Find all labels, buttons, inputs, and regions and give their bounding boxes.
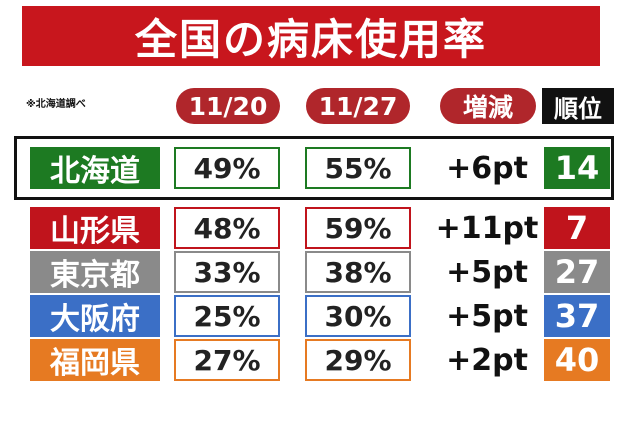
value-1120: 33% <box>174 251 280 293</box>
region: 福岡県 <box>30 339 160 381</box>
note: ※北海道調べ <box>26 98 86 110</box>
region: 大阪府 <box>30 295 160 337</box>
value-1127: 59% <box>305 207 411 249</box>
value-1127: 55% <box>305 147 411 189</box>
change: +6pt <box>446 150 528 186</box>
value-1127: 38% <box>305 251 411 293</box>
column-header: 増減 <box>440 88 536 124</box>
rank: 14 <box>544 147 610 189</box>
rank: 37 <box>544 295 610 337</box>
change: +11pt <box>435 210 539 246</box>
value-1120: 49% <box>174 147 280 189</box>
value-1120: 27% <box>174 339 280 381</box>
rank: 27 <box>544 251 610 293</box>
region: 東京都 <box>30 251 160 293</box>
change: +5pt <box>446 298 528 334</box>
region: 北海道 <box>30 147 160 189</box>
column-header: 11/20 <box>176 88 280 124</box>
rank: 40 <box>544 339 610 381</box>
column-header: 順位 <box>542 88 614 124</box>
change: +5pt <box>446 254 528 290</box>
value-1120: 25% <box>174 295 280 337</box>
title: 全国の病床使用率 <box>22 6 600 66</box>
change: +2pt <box>446 342 528 378</box>
column-header: 11/27 <box>306 88 410 124</box>
region: 山形県 <box>30 207 160 249</box>
value-1120: 48% <box>174 207 280 249</box>
highlight-frame <box>14 136 614 200</box>
rank: 7 <box>544 207 610 249</box>
value-1127: 30% <box>305 295 411 337</box>
value-1127: 29% <box>305 339 411 381</box>
